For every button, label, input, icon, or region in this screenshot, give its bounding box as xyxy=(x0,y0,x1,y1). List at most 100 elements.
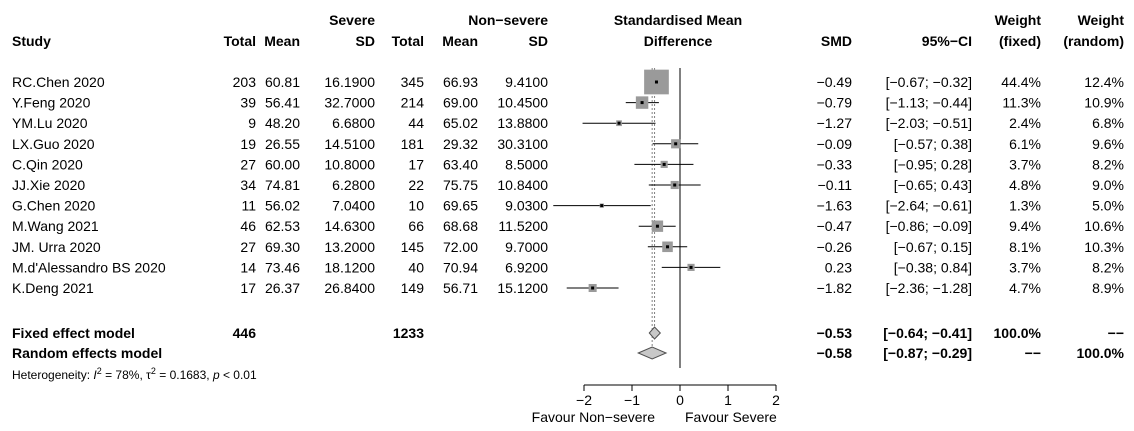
cell-s-sd: 16.1900 xyxy=(324,74,375,90)
cell-s-sd: 13.2000 xyxy=(324,239,375,255)
study-row: G.Chen 2020 11 56.02 7.0400 10 69.65 9.0300 −1.… xyxy=(12,198,1124,214)
study-name: G.Chen 2020 xyxy=(12,198,95,214)
cell-w-random: 8.9% xyxy=(1092,280,1124,296)
cell-smd: −0.79 xyxy=(817,95,853,111)
header-severe-total: Total xyxy=(224,33,256,49)
header-nonsevere-total: Total xyxy=(392,33,424,49)
cell-w-random: 6.8% xyxy=(1092,115,1124,131)
cell-w-fixed: 3.7% xyxy=(1009,156,1041,172)
cell-s-mean: 26.55 xyxy=(265,136,300,152)
study-row: M.Wang 2021 46 62.53 14.6300 66 68.68 11.5200 −… xyxy=(12,218,1124,234)
cell-w-fixed: 44.4% xyxy=(1001,74,1041,90)
cell-s-total: 14 xyxy=(240,259,256,275)
study-row: JJ.Xie 2020 34 74.81 6.2800 22 75.75 10.8400 −0… xyxy=(12,177,1124,193)
cell-w-random: 5.0% xyxy=(1092,198,1124,214)
heterogeneity-text: Heterogeneity: I2 = 78%, τ2 = 0.1683, p … xyxy=(12,366,257,382)
header-weight-fixed-line2: (fixed) xyxy=(999,33,1041,49)
random-effect-diamond xyxy=(636,346,668,360)
cell-n-mean: 70.94 xyxy=(443,259,478,275)
random-model-row: Random effects model −0.58 [−0.87; −0.29] −… xyxy=(12,345,1125,361)
x-axis-label-right: Favour Severe xyxy=(685,409,777,425)
cell-n-total: 17 xyxy=(408,156,424,172)
cell-s-total: 27 xyxy=(240,239,256,255)
cell-w-random: 10.6% xyxy=(1084,218,1124,234)
cell-smd: −0.49 xyxy=(817,74,853,90)
random-weight-fixed: −− xyxy=(1025,345,1041,361)
cell-smd: −1.82 xyxy=(817,280,853,296)
header-weight-random-line1: Weight xyxy=(1078,12,1125,28)
study-name: JJ.Xie 2020 xyxy=(12,177,85,193)
fixed-nonsevere-total: 1233 xyxy=(393,325,424,341)
cell-ci: [−0.67; −0.32] xyxy=(886,74,972,90)
cell-w-fixed: 9.4% xyxy=(1009,218,1041,234)
study-name: K.Deng 2021 xyxy=(12,280,94,296)
cell-n-mean: 56.71 xyxy=(443,280,478,296)
cell-w-fixed: 11.3% xyxy=(1002,95,1041,111)
study-point-estimate xyxy=(591,286,595,290)
cell-w-fixed: 1.3% xyxy=(1009,198,1041,214)
study-row: YM.Lu 2020 9 48.20 6.6800 44 65.02 13.8800 −1.2… xyxy=(12,115,1124,131)
x-axis-tick-label: 1 xyxy=(724,392,732,408)
cell-n-total: 44 xyxy=(408,115,424,131)
cell-ci: [−0.65; 0.43] xyxy=(894,177,972,193)
cell-s-sd: 14.6300 xyxy=(324,218,375,234)
cell-ci: [−0.95; 0.28] xyxy=(894,156,972,172)
cell-smd: −0.09 xyxy=(817,136,853,152)
cell-ci: [−0.38; 0.84] xyxy=(894,259,972,275)
cell-s-sd: 26.8400 xyxy=(324,280,375,296)
cell-smd: −1.27 xyxy=(817,115,853,131)
study-point-estimate xyxy=(689,265,693,269)
fixed-smd: −0.53 xyxy=(817,325,853,341)
cell-s-total: 34 xyxy=(240,177,256,193)
cell-n-mean: 66.93 xyxy=(443,74,478,90)
cell-n-mean: 68.68 xyxy=(443,218,478,234)
cell-s-total: 203 xyxy=(233,74,257,90)
x-axis-tick-label: 0 xyxy=(676,392,684,408)
cell-n-sd: 8.5000 xyxy=(505,156,548,172)
cell-s-mean: 60.00 xyxy=(265,156,300,172)
cell-w-fixed: 4.7% xyxy=(1009,280,1041,296)
study-name: Y.Feng 2020 xyxy=(12,95,91,111)
cell-ci: [−0.57; 0.38] xyxy=(894,136,972,152)
fixed-weight-fixed: 100.0% xyxy=(994,325,1042,341)
cell-smd: −0.26 xyxy=(817,239,853,255)
cell-w-random: 9.0% xyxy=(1092,177,1124,193)
cell-s-total: 11 xyxy=(241,198,256,214)
x-axis-tick-label: 2 xyxy=(772,392,780,408)
cell-ci: [−2.64; −0.61] xyxy=(886,198,972,214)
header-severe-group: Severe xyxy=(329,12,375,28)
study-name: YM.Lu 2020 xyxy=(12,115,88,131)
cell-n-mean: 69.65 xyxy=(443,198,478,214)
cell-w-random: 12.4% xyxy=(1084,74,1124,90)
study-row: C.Qin 2020 27 60.00 10.8000 17 63.40 8.5000 −0.… xyxy=(12,156,1124,172)
cell-n-mean: 69.00 xyxy=(443,95,478,111)
cell-n-sd: 13.8800 xyxy=(497,115,548,131)
cell-s-sd: 32.7000 xyxy=(324,95,375,111)
study-row: LX.Guo 2020 19 26.55 14.5100 181 29.32 30.3100… xyxy=(12,136,1124,152)
fixed-weight-random: −− xyxy=(1108,325,1124,341)
cell-n-total: 22 xyxy=(408,177,424,193)
cell-w-fixed: 8.1% xyxy=(1009,239,1041,255)
cell-s-total: 17 xyxy=(240,280,256,296)
cell-s-total: 9 xyxy=(248,115,256,131)
fixed-effect-diamond xyxy=(648,326,662,340)
cell-w-random: 10.9% xyxy=(1084,95,1124,111)
cell-w-fixed: 2.4% xyxy=(1009,115,1041,131)
cell-n-sd: 10.8400 xyxy=(497,177,548,193)
random-ci: [−0.87; −0.29] xyxy=(883,345,972,361)
fixed-model-label: Fixed effect model xyxy=(12,325,135,341)
cell-w-fixed: 6.1% xyxy=(1009,136,1041,152)
cell-w-fixed: 3.7% xyxy=(1009,259,1041,275)
study-point-estimate xyxy=(655,224,659,228)
study-point-estimate xyxy=(640,101,644,105)
cell-n-mean: 72.00 xyxy=(443,239,478,255)
x-axis-label-left: Favour Non−severe xyxy=(532,409,656,425)
header-severe-mean: Mean xyxy=(264,33,300,49)
cell-n-sd: 9.4100 xyxy=(505,74,548,90)
study-name: M.d'Alessandro BS 2020 xyxy=(12,259,166,275)
cell-s-mean: 62.53 xyxy=(265,218,300,234)
random-weight-random: 100.0% xyxy=(1077,345,1125,361)
cell-w-random: 8.2% xyxy=(1092,156,1124,172)
cell-n-mean: 29.32 xyxy=(443,136,478,152)
